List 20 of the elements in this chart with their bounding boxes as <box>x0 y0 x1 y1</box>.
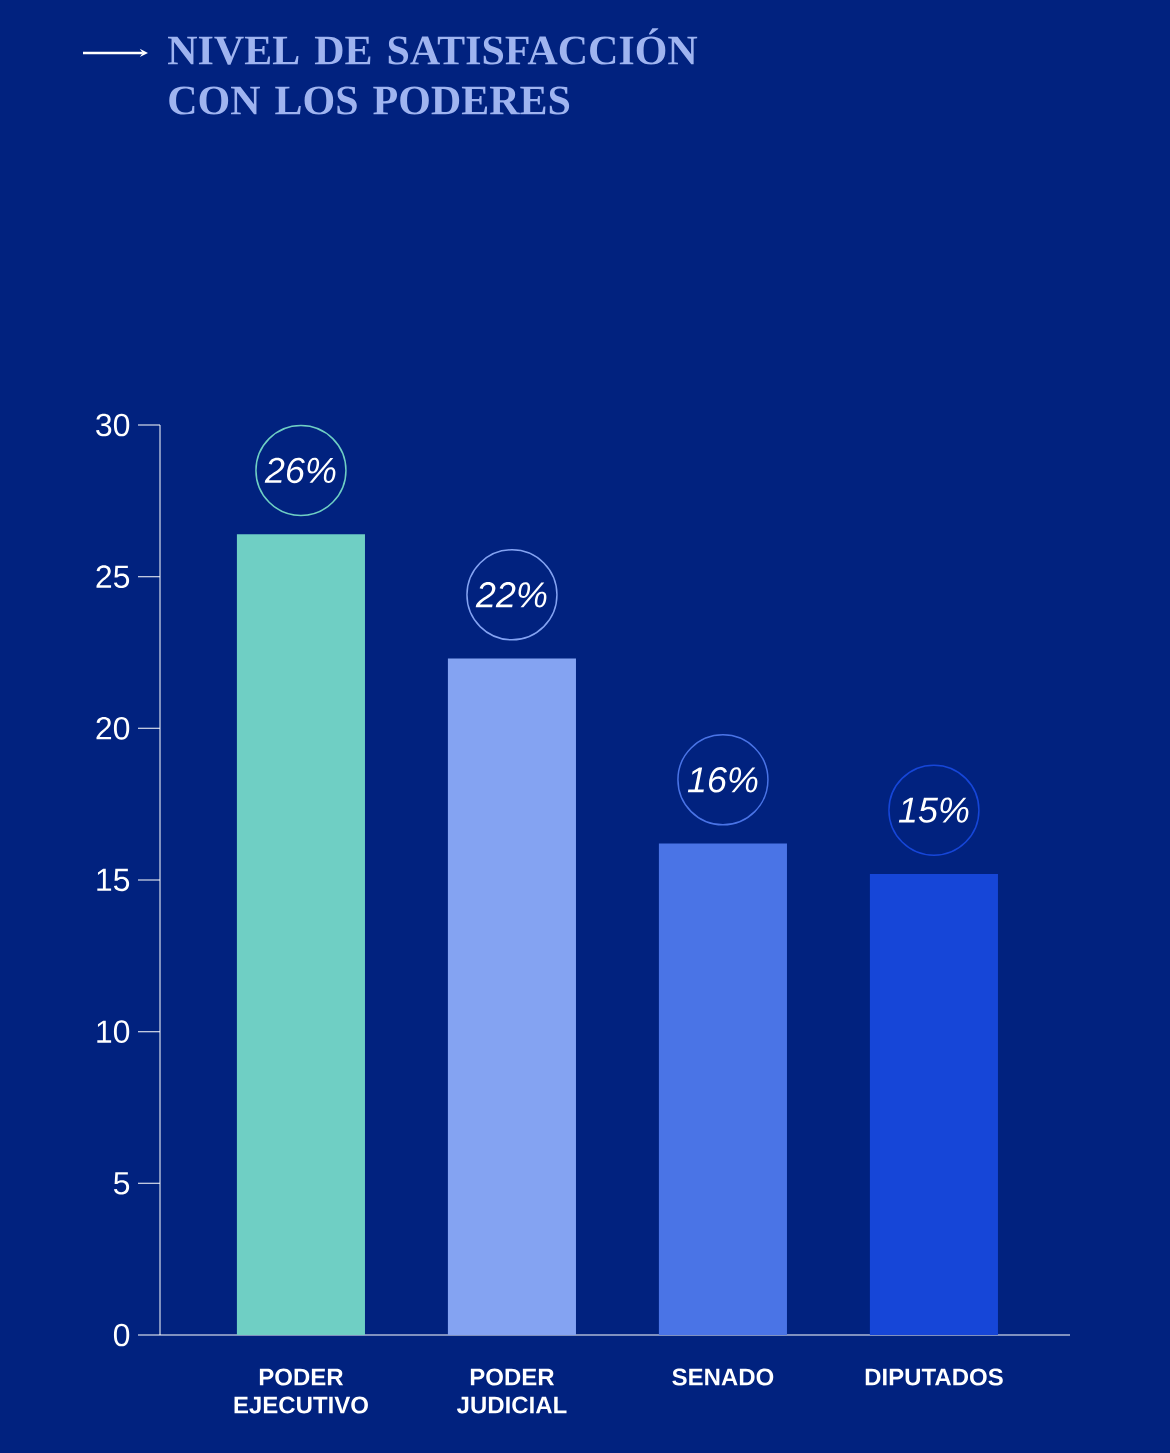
data-label: 15% <box>898 797 969 823</box>
y-tick-label: 5 <box>113 1172 130 1195</box>
y-tick-label: 25 <box>96 565 130 588</box>
y-tick-label: 30 <box>96 413 130 437</box>
data-label: 16% <box>687 767 758 793</box>
bar <box>869 873 998 1335</box>
y-tick-label: 20 <box>96 716 130 740</box>
chart-title: NIVEL DE SATISFACCIÓN CON LOS PODERES <box>168 28 698 115</box>
x-tick-label: SENADO <box>672 1368 774 1386</box>
x-tick-label: PODER JUDICIAL <box>456 1368 567 1414</box>
data-label: 26% <box>264 457 336 484</box>
y-tick-label: 0 <box>113 1323 130 1347</box>
y-tick-label: 15 <box>97 868 130 892</box>
x-tick-label: PODER EJECUTIVO <box>234 1368 368 1414</box>
x-tick-label: DIPUTADOS <box>865 1368 1003 1386</box>
y-tick-label: 10 <box>97 1020 130 1043</box>
data-label: 22% <box>475 582 547 608</box>
bar <box>447 658 576 1335</box>
bar <box>658 843 787 1335</box>
bar <box>236 534 365 1335</box>
